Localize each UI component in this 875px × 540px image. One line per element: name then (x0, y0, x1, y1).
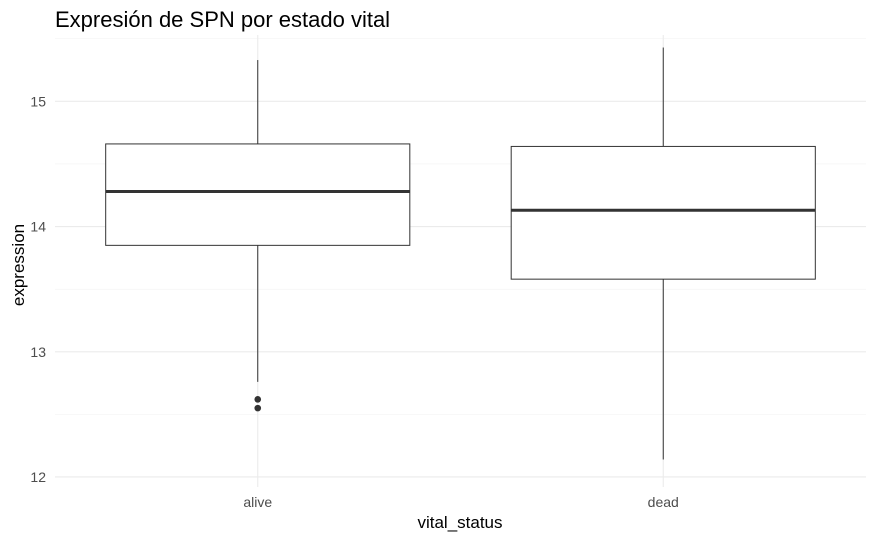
boxplots (105, 47, 816, 460)
x-axis-title: vital_status (417, 513, 502, 532)
chart-title: Expresión de SPN por estado vital (55, 7, 390, 32)
y-axis-ticks: 12 13 14 15 (30, 93, 46, 485)
y-axis-title: expression (9, 224, 28, 306)
outlier-point (254, 404, 262, 412)
x-axis-ticks: alive dead (243, 494, 678, 510)
y-tick-label: 12 (30, 469, 46, 485)
y-tick-label: 13 (30, 344, 46, 360)
outlier-point (254, 396, 262, 403)
y-tick-label: 15 (30, 93, 46, 109)
box-iqr (105, 143, 411, 246)
x-tick-label: alive (243, 494, 272, 510)
box-iqr (510, 145, 816, 280)
box-dead (510, 47, 816, 460)
box-alive (105, 60, 411, 412)
x-tick-label: dead (648, 494, 679, 510)
y-tick-label: 14 (30, 219, 46, 235)
